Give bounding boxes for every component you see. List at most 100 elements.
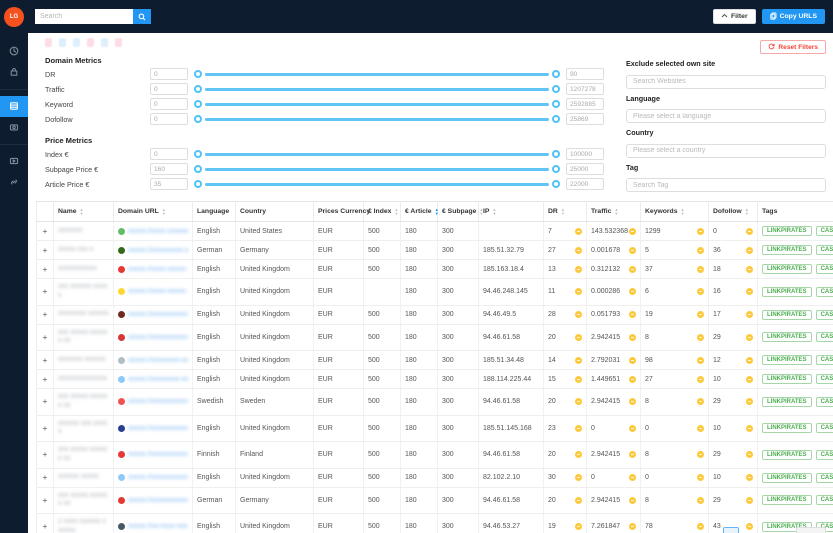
slider-handle-max[interactable] [552, 165, 560, 173]
domain-url-link-blurred[interactable]: xxxxx://xxxxxxxxxxxxx.xxx [128, 451, 188, 459]
row-expander-button[interactable]: + [42, 287, 48, 297]
sort-carets-icon[interactable]: ▲ ▼ [492, 207, 497, 216]
slider-handle-min[interactable] [194, 150, 202, 158]
slider-handle-max[interactable] [552, 180, 560, 188]
row-expander-button[interactable]: + [42, 423, 48, 433]
slider-track[interactable] [205, 167, 549, 171]
metric-min-input[interactable] [150, 163, 188, 175]
row-expander-button[interactable]: + [42, 332, 48, 342]
row-expander-button[interactable]: + [42, 450, 48, 460]
sort-carets-icon[interactable]: ▲ ▼ [434, 207, 439, 216]
copy-urls-button[interactable]: Copy URLS [761, 9, 825, 24]
pagination-page-button[interactable] [723, 527, 739, 533]
row-expander-button[interactable]: + [42, 495, 48, 505]
metric-max-input[interactable] [566, 163, 604, 175]
column-header[interactable]: € Subpage ▲ ▼ [437, 201, 484, 222]
domain-url-link-blurred[interactable]: xxxxx://xxxx-xxxxx-xxxxx.x [128, 265, 188, 273]
row-expander-button[interactable]: + [42, 473, 48, 482]
metric-max-input[interactable] [566, 68, 604, 80]
search-button[interactable] [133, 9, 151, 24]
row-expander-button[interactable]: + [42, 245, 48, 255]
row-expander-button[interactable]: + [42, 226, 48, 236]
slider-track[interactable] [205, 182, 549, 186]
domain-url-link-blurred[interactable]: xxxxx://xxxxxxxxxxx.xxx [128, 474, 188, 481]
column-header[interactable]: Language ▲▼ [192, 201, 236, 222]
sort-carets-icon[interactable]: ▲ ▼ [79, 207, 84, 216]
metric-max-input[interactable] [566, 148, 604, 160]
filter-field-input[interactable] [626, 74, 826, 89]
search-input[interactable] [35, 9, 133, 24]
sort-carets-icon[interactable]: ▲ ▼ [744, 207, 749, 216]
column-header[interactable]: ▲▼ [36, 201, 54, 222]
slider-track[interactable] [205, 102, 549, 106]
slider-handle-max[interactable] [552, 100, 560, 108]
slider-handle-max[interactable] [552, 85, 560, 93]
domain-url-link-blurred[interactable]: xxxxx://xxxxxxxxx.xxx/xx [128, 246, 188, 254]
slider-handle-max[interactable] [552, 150, 560, 158]
column-header[interactable]: Name ▲ ▼ [53, 201, 114, 222]
column-header[interactable]: Traffic ▲ ▼ [586, 201, 641, 222]
domain-url-link-blurred[interactable]: xxxxx://xxxxxxxxxxxxxx.xxx [128, 311, 188, 318]
domain-url-link-blurred[interactable]: xxxxx://xxxxxxxx-xxxxx.xxx [128, 375, 188, 383]
slider-handle-min[interactable] [194, 85, 202, 93]
row-expander-button[interactable]: + [42, 374, 48, 384]
row-expander-button[interactable]: + [42, 264, 48, 274]
sort-carets-icon[interactable]: ▲ ▼ [614, 207, 619, 216]
sort-carets-icon[interactable]: ▲ ▼ [560, 207, 565, 216]
metric-min-input[interactable] [150, 83, 188, 95]
metric-min-input[interactable] [150, 98, 188, 110]
sidebar-item-video[interactable] [0, 151, 28, 172]
reset-filters-button[interactable]: Reset Filters [760, 40, 826, 54]
slider-handle-min[interactable] [194, 180, 202, 188]
metric-max-input[interactable] [566, 83, 604, 95]
domain-url-link-blurred[interactable]: xxxxx://xxxxxxxxxxxxx.xxx [128, 496, 188, 504]
slider-handle-min[interactable] [194, 100, 202, 108]
column-header[interactable]: IP ▲ ▼ [478, 201, 544, 222]
slider-handle-min[interactable] [194, 115, 202, 123]
sidebar-item-websites[interactable] [0, 96, 28, 117]
slider-track[interactable] [205, 152, 549, 156]
sidebar-item-shop[interactable] [0, 62, 28, 83]
filter-field-input[interactable] [626, 143, 826, 158]
slider-handle-max[interactable] [552, 115, 560, 123]
metric-max-input[interactable] [566, 98, 604, 110]
filter-field-input[interactable] [626, 109, 826, 123]
metric-min-input[interactable] [150, 68, 188, 80]
column-header[interactable]: € Index ▲ ▼ [363, 201, 401, 222]
sort-carets-icon[interactable]: ▲ ▼ [680, 207, 685, 216]
domain-url-link-blurred[interactable]: xxxxx://xxxxxxxxxxxxxx.xx [128, 424, 188, 432]
column-header[interactable]: Dofollow ▲ ▼ [708, 201, 758, 222]
slider-handle-max[interactable] [552, 70, 560, 78]
column-header[interactable]: Tags ▲▼ [757, 201, 833, 222]
slider-handle-min[interactable] [194, 165, 202, 173]
row-expander-button[interactable]: + [42, 522, 48, 532]
column-header[interactable]: DR ▲ ▼ [543, 201, 587, 222]
sort-carets-icon[interactable]: ▲ ▼ [161, 207, 166, 216]
sidebar-item-media[interactable] [0, 117, 28, 138]
slider-track[interactable] [205, 72, 549, 76]
slider-handle-min[interactable] [194, 70, 202, 78]
domain-url-link-blurred[interactable]: xxxxx://xxxxxxxxxxxxx.xxx [128, 398, 188, 406]
pagination-size-select[interactable] [796, 527, 826, 533]
metric-min-input[interactable] [150, 178, 188, 190]
metric-min-input[interactable] [150, 148, 188, 160]
column-header[interactable]: Country ▲▼ [235, 201, 314, 222]
sort-carets-icon[interactable]: ▲ ▼ [394, 207, 399, 216]
metric-max-input[interactable] [566, 178, 604, 190]
filter-field-input[interactable] [626, 178, 826, 192]
filter-button[interactable]: Filter [712, 9, 756, 24]
domain-url-link-blurred[interactable]: xxxxx://xxxxxxxx-xxxxx.xxx/ [128, 356, 188, 364]
domain-url-link-blurred[interactable]: xxxxx://xx-xxxx-xxxxxx.xxxx [128, 523, 188, 531]
slider-track[interactable] [205, 87, 549, 91]
sidebar-item-links[interactable] [0, 172, 28, 193]
sort-carets-icon[interactable]: ▲ ▼ [479, 207, 484, 216]
avatar[interactable]: LG [4, 7, 24, 27]
domain-url-link-blurred[interactable]: xxxxx://xxxx.xxxxxxxx.xxx [128, 227, 188, 235]
column-header[interactable]: Prices Currency ▲▼ [313, 201, 370, 222]
domain-url-link-blurred[interactable]: xxxxx://xxxx-xxxxx-xxxx.xx.x [128, 288, 188, 296]
row-expander-button[interactable]: + [42, 355, 48, 365]
column-header[interactable]: Domain URL ▲ ▼ [113, 201, 193, 222]
column-header[interactable]: Keywords ▲ ▼ [640, 201, 709, 222]
sidebar-item-dashboard[interactable] [0, 41, 28, 62]
slider-track[interactable] [205, 117, 549, 121]
